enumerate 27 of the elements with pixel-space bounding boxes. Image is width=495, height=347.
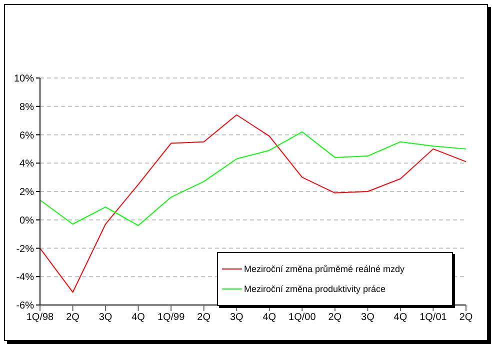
y-tick-label: 4% — [20, 158, 34, 170]
x-tick-label: 1Q/99 — [157, 312, 186, 324]
x-tick-label: 3Q — [230, 312, 244, 324]
y-tick-label: 0% — [20, 215, 34, 226]
x-tick-label: 4Q — [262, 312, 276, 324]
x-tick-label: 1Q/01 — [420, 312, 448, 324]
y-tick-label: 2% — [20, 187, 34, 198]
y-tick-label: 6% — [20, 130, 34, 142]
x-tick-label: 2Q — [66, 312, 80, 324]
x-tick-label: 2Q — [197, 312, 211, 324]
y-tick-label: 8% — [20, 102, 34, 113]
line-series — [40, 131, 466, 226]
x-tick-label: 1Q/98 — [26, 312, 54, 324]
x-tick-label: 2Q — [328, 312, 342, 324]
legend-label: Meziroční změna průměmé reálné mzdy — [244, 264, 405, 274]
y-tick-label: 10% — [14, 74, 34, 85]
x-tick-label: 4Q — [394, 312, 408, 324]
x-tick-label: 2Q — [459, 312, 473, 324]
y-tick-label: -6% — [16, 300, 34, 312]
x-tick-label: 1Q/00 — [288, 312, 316, 324]
x-tick-label: 3Q — [98, 312, 112, 324]
legend-label: Meziroční změna produktivity práce — [244, 284, 386, 294]
y-tick-label: -2% — [16, 244, 34, 255]
y-tick-label: -4% — [16, 272, 34, 284]
line-series — [40, 114, 466, 293]
x-tick-label: 4Q — [132, 312, 146, 324]
x-tick-label: 3Q — [361, 312, 375, 324]
